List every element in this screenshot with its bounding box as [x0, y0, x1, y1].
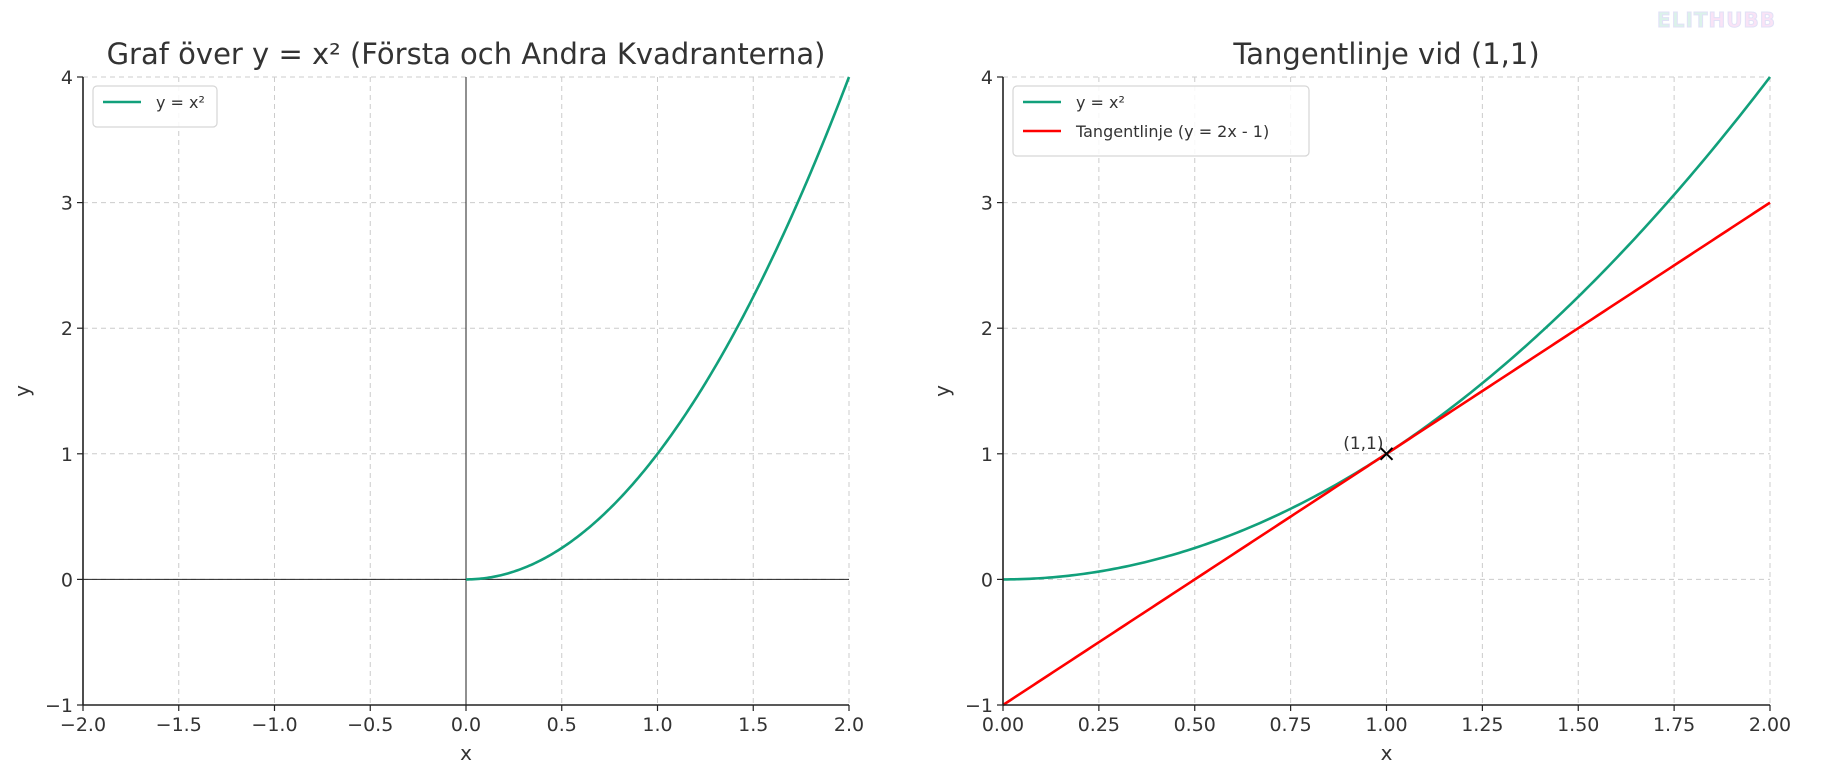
x-tick-label: 0.25 — [1078, 714, 1120, 736]
y-tick-label: 0 — [981, 569, 993, 591]
y-tick-label: 1 — [981, 444, 993, 466]
y-tick-label: 3 — [61, 193, 73, 215]
y-tick-label: 2 — [981, 318, 993, 340]
x-tick-label: 1.5 — [738, 714, 768, 736]
point-marker-x — [1379, 447, 1394, 461]
x-tick-label: 1.25 — [1461, 714, 1503, 736]
x-tick-label: 0.0 — [451, 714, 481, 736]
y-tick-label: 1 — [61, 444, 73, 466]
x-tick-label: 0.5 — [547, 714, 577, 736]
x-tick-label: 2.00 — [1749, 714, 1791, 736]
legend-box — [1012, 85, 1310, 157]
chart-title: Tangentlinje vid (1,1) — [1232, 37, 1539, 71]
x-tick-label: 1.50 — [1557, 714, 1599, 736]
watermark-logo: ELITHUBB — [1657, 8, 1776, 33]
legend-label: y = x² — [1076, 93, 1125, 112]
x-tick-label: −2.0 — [60, 714, 106, 736]
chart-panel-2: 0.00 0.25 0.50 0.75 1.00 1.25 1.50 1.75 2.00 −1 0 1… — [930, 37, 1791, 765]
y-tick-label: 4 — [981, 67, 993, 89]
y-tick-label: −1 — [965, 695, 993, 717]
chart-panel-1: −2.0 −1.5 −1.0 −0.5 0.0 0.5 1.0 1.5 2.0 −1 0 1 2 3 4 Gr… — [10, 37, 864, 765]
x-tick-label: 1.0 — [642, 714, 672, 736]
y-tick-label: 3 — [981, 193, 993, 215]
y-tick-label: 0 — [61, 569, 73, 591]
legend-label: Tangentlinje (y = 2x - 1) — [1075, 122, 1269, 141]
x-tick-label: −0.5 — [347, 714, 393, 736]
y-axis-label: y — [10, 385, 34, 397]
x-tick-label: 2.0 — [834, 714, 864, 736]
x-tick-label: 1.00 — [1365, 714, 1407, 736]
y-tick-label: 4 — [61, 67, 73, 89]
x-tick-label: −1.0 — [251, 714, 297, 736]
point-annotation: (1,1) — [1343, 434, 1383, 454]
legend-box — [92, 85, 218, 128]
x-axis-label: x — [1381, 741, 1393, 765]
x-axis-label: x — [460, 741, 472, 765]
x-tick-label: −1.5 — [156, 714, 202, 736]
x-tick-label: 0.50 — [1174, 714, 1216, 736]
y-tick-label: 2 — [61, 318, 73, 340]
x-tick-label: 0.00 — [982, 714, 1024, 736]
y-tick-label: −1 — [45, 695, 73, 717]
legend: y = x² — [92, 85, 218, 128]
y-axis-label: y — [930, 385, 954, 397]
x-tick-label: 0.75 — [1269, 714, 1311, 736]
chart-title: Graf över y = x² (Första och Andra Kvadr… — [107, 37, 826, 71]
x-tick-label: 1.75 — [1653, 714, 1695, 736]
series-line-1 — [465, 76, 851, 581]
legend-label: y = x² — [156, 93, 205, 112]
legend: y = x² Tangentlinje (y = 2x - 1) — [1012, 85, 1310, 157]
